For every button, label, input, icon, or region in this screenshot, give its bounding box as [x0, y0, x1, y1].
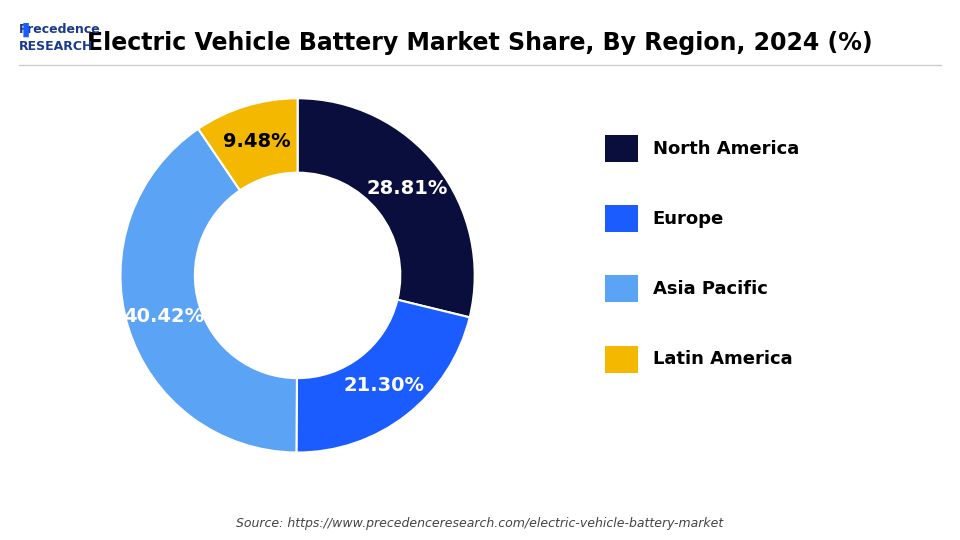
Text: Precedence
RESEARCH: Precedence RESEARCH	[19, 23, 101, 53]
Text: Electric Vehicle Battery Market Share, By Region, 2024 (%): Electric Vehicle Battery Market Share, B…	[87, 31, 873, 55]
Text: Source: https://www.precedenceresearch.com/electric-vehicle-battery-market: Source: https://www.precedenceresearch.c…	[236, 517, 724, 530]
Text: North America: North America	[653, 139, 799, 158]
Wedge shape	[297, 300, 469, 453]
Text: 28.81%: 28.81%	[367, 179, 448, 199]
Text: Asia Pacific: Asia Pacific	[653, 280, 768, 298]
Text: Latin America: Latin America	[653, 350, 792, 368]
Wedge shape	[121, 129, 297, 453]
Text: 9.48%: 9.48%	[223, 132, 290, 151]
Wedge shape	[298, 98, 474, 318]
Text: 40.42%: 40.42%	[123, 307, 204, 326]
Text: 21.30%: 21.30%	[343, 376, 424, 395]
Text: ▐: ▐	[17, 23, 28, 37]
Wedge shape	[198, 98, 298, 191]
Text: Europe: Europe	[653, 210, 724, 228]
